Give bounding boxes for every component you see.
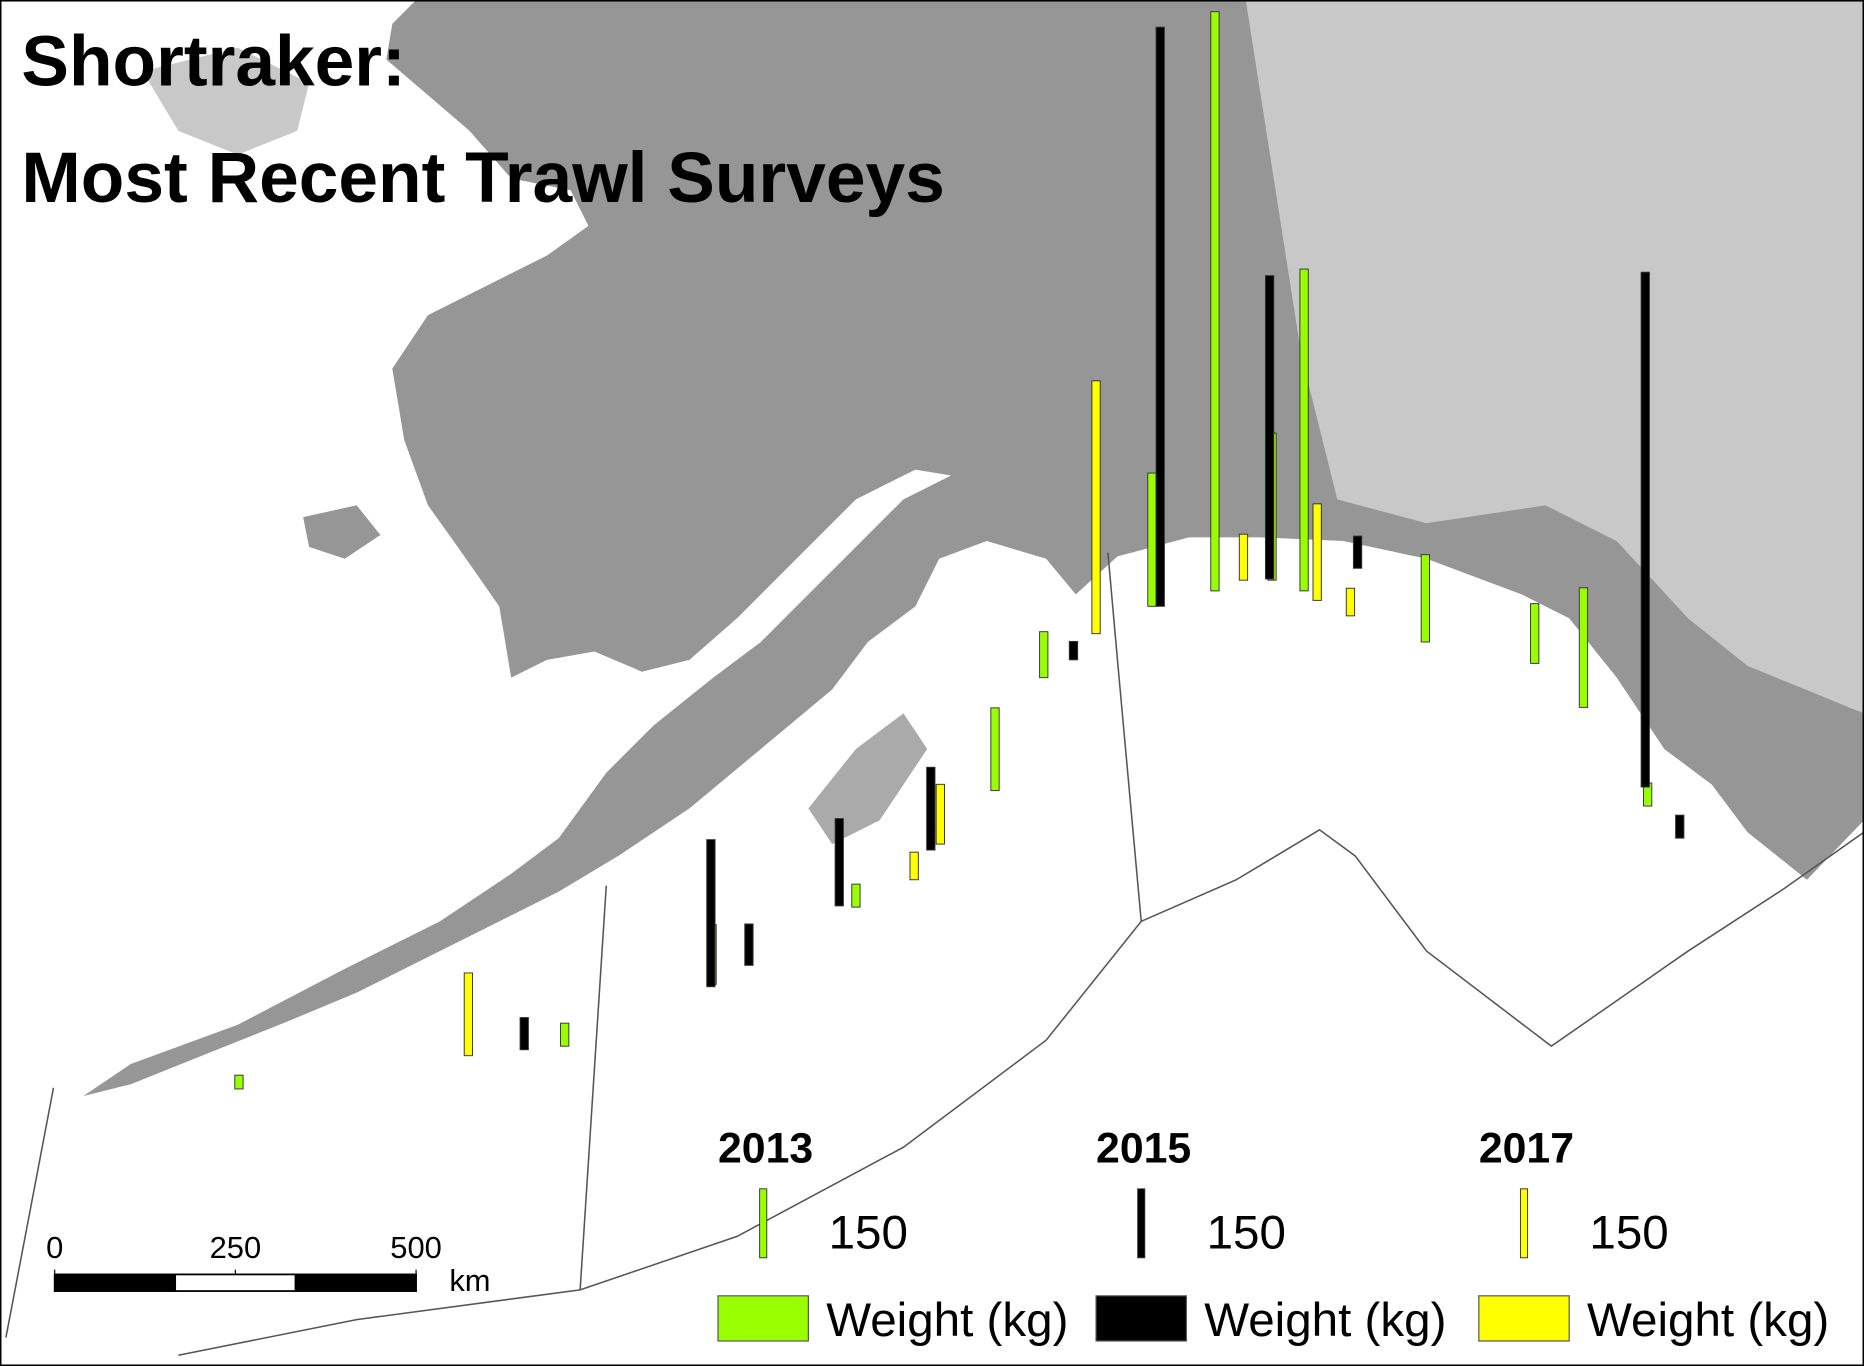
legend-year: 2017 (1479, 1125, 1574, 1173)
weight-bar (1264, 275, 1275, 580)
weight-bar (1420, 554, 1430, 643)
weight-bar (1578, 587, 1589, 708)
weight-bar (1352, 535, 1363, 569)
weight-bar (1238, 533, 1249, 581)
legend-label: Weight (kg) (826, 1294, 1068, 1347)
weight-bar (1312, 503, 1322, 601)
legend: 2013 150 Weight (kg) 2015 150 Weight (kg) 2017… (717, 1125, 1829, 1347)
weight-bar (519, 1017, 529, 1051)
alaska-land (83, 0, 1864, 1097)
weight-bar (1039, 631, 1049, 679)
scale-tick-label: 500 (390, 1230, 442, 1265)
title-line: Shortraker: (21, 22, 405, 102)
weight-bar (1091, 380, 1101, 635)
weight-bar (463, 972, 474, 1057)
scale-tick-label: 0 (46, 1230, 63, 1265)
boundary-line (178, 828, 1864, 1357)
weight-bar (990, 707, 1000, 792)
legend-year: 2013 (718, 1125, 813, 1173)
weight-bar (1299, 268, 1309, 592)
weight-bar (926, 766, 936, 851)
boundary-line (1107, 552, 1142, 922)
weight-bar (1147, 472, 1157, 607)
siberia-land (142, 47, 310, 155)
legend-size-label: 150 (1207, 1206, 1286, 1259)
bar-layer (234, 11, 1685, 1090)
weight-bar (706, 839, 716, 988)
weight-bar (1640, 271, 1650, 788)
legend-swatch (1095, 1295, 1187, 1342)
weight-bar (744, 923, 754, 966)
weight-bar (1530, 603, 1540, 664)
st-lawrence-island (303, 505, 381, 559)
boundary-line (5, 1087, 55, 1338)
weight-bar (834, 818, 844, 907)
legend-label: Weight (kg) (1587, 1294, 1829, 1347)
weight-bar (1675, 814, 1685, 839)
scale-tick-label: 250 (210, 1230, 262, 1265)
legend-size-label: 150 (829, 1206, 908, 1259)
legend-size-label: 150 (1589, 1206, 1668, 1259)
weight-bar (560, 1022, 570, 1047)
weight-bar (1345, 587, 1356, 617)
weight-bar (1155, 26, 1165, 607)
weight-bar (1210, 11, 1220, 592)
canada-land (1245, 0, 1864, 714)
weight-bar (909, 851, 919, 881)
weight-bar (1068, 640, 1079, 661)
boundary-line (579, 885, 608, 1290)
legend-swatch (717, 1295, 809, 1342)
legend-size-bar (1137, 1188, 1146, 1259)
title-line: Most Recent Trawl Surveys (21, 138, 944, 218)
scale-segment (174, 1273, 297, 1292)
legend-size-bar (759, 1188, 768, 1259)
weight-bar (935, 783, 945, 845)
legend-label: Weight (kg) (1204, 1294, 1446, 1347)
weight-bar (234, 1074, 244, 1090)
weight-bar (851, 883, 861, 908)
scale-unit: km (449, 1263, 490, 1298)
legend-swatch (1478, 1295, 1570, 1342)
scale-segment (294, 1273, 417, 1292)
legend-size-bar (1519, 1188, 1529, 1259)
kodiak-island (808, 713, 928, 845)
scale-segment (53, 1273, 177, 1292)
legend-year: 2015 (1096, 1125, 1191, 1173)
